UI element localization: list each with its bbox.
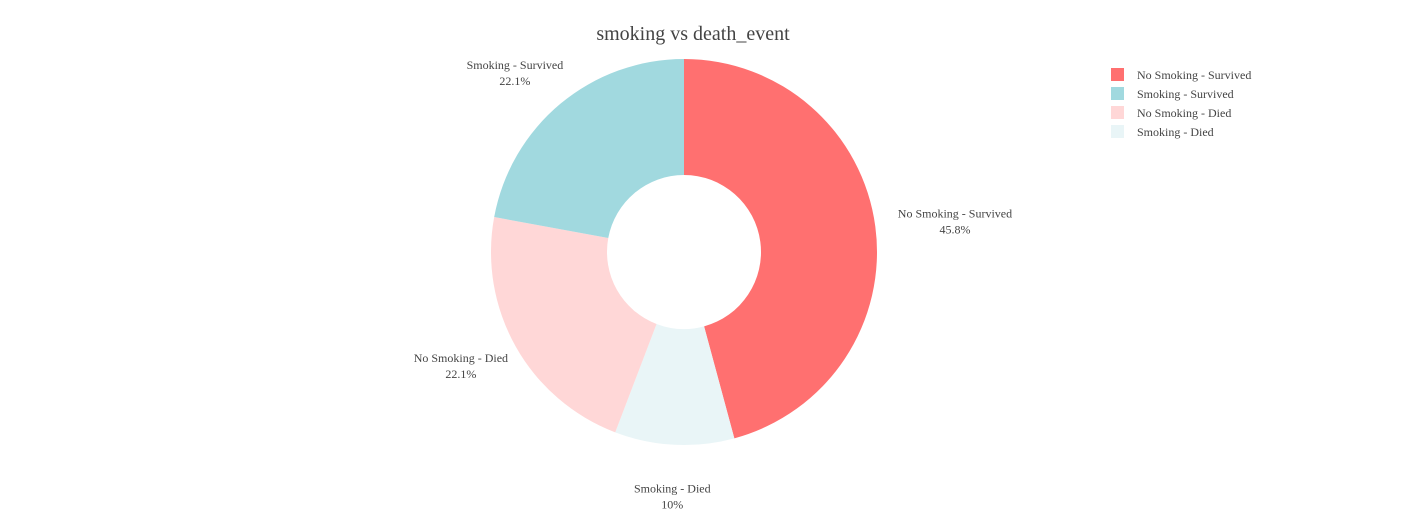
donut-slice[interactable] [684, 59, 878, 439]
slice-percent-label: 45.8% [939, 222, 970, 236]
legend-item[interactable]: No Smoking - Died [1111, 106, 1231, 120]
legend-item[interactable]: Smoking - Died [1111, 125, 1214, 139]
donut-slice[interactable] [615, 323, 735, 445]
slice-label: No Smoking - Died [414, 351, 508, 365]
legend-item[interactable]: No Smoking - Survived [1111, 68, 1251, 82]
slice-percent-label: 22.1% [445, 367, 476, 381]
slice-percent-label: 10% [661, 498, 683, 512]
legend-item[interactable]: Smoking - Survived [1111, 87, 1234, 101]
legend[interactable]: No Smoking - Survived Smoking - Survived N… [1111, 68, 1251, 139]
legend-label: No Smoking - Died [1137, 106, 1231, 120]
legend-swatch [1111, 68, 1124, 81]
legend-label: Smoking - Survived [1137, 87, 1234, 101]
slice-label: Smoking - Died [634, 482, 711, 496]
donut-slice[interactable] [490, 217, 657, 433]
donut-slice[interactable] [494, 59, 684, 239]
legend-swatch [1111, 106, 1124, 119]
chart-title: smoking vs death_event [596, 23, 790, 45]
legend-label: Smoking - Died [1137, 125, 1214, 139]
slice-label: No Smoking - Survived [898, 206, 1012, 220]
slices-group [490, 59, 878, 445]
legend-label: No Smoking - Survived [1137, 68, 1251, 82]
slice-labels-group: No Smoking - Survived 45.8% Smoking - Died… [414, 58, 1012, 512]
legend-swatch [1111, 125, 1124, 138]
slice-percent-label: 22.1% [499, 74, 530, 88]
legend-swatch [1111, 87, 1124, 100]
slice-label: Smoking - Survived [467, 58, 564, 72]
